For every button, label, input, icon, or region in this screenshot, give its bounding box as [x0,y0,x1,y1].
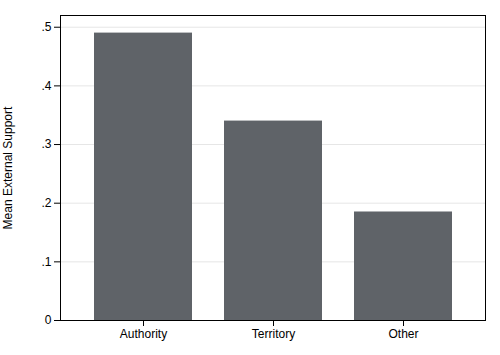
svg-text:Territory: Territory [252,327,295,341]
svg-text:Mean External Support: Mean External Support [1,106,15,229]
svg-text:Authority: Authority [120,327,167,341]
svg-text:.3: .3 [41,137,51,151]
svg-text:.4: .4 [41,79,51,93]
svg-text:.1: .1 [41,255,51,269]
svg-text:.5: .5 [41,20,51,34]
svg-text:.2: .2 [41,196,51,210]
svg-text:0: 0 [45,313,52,327]
svg-text:Other: Other [388,327,418,341]
